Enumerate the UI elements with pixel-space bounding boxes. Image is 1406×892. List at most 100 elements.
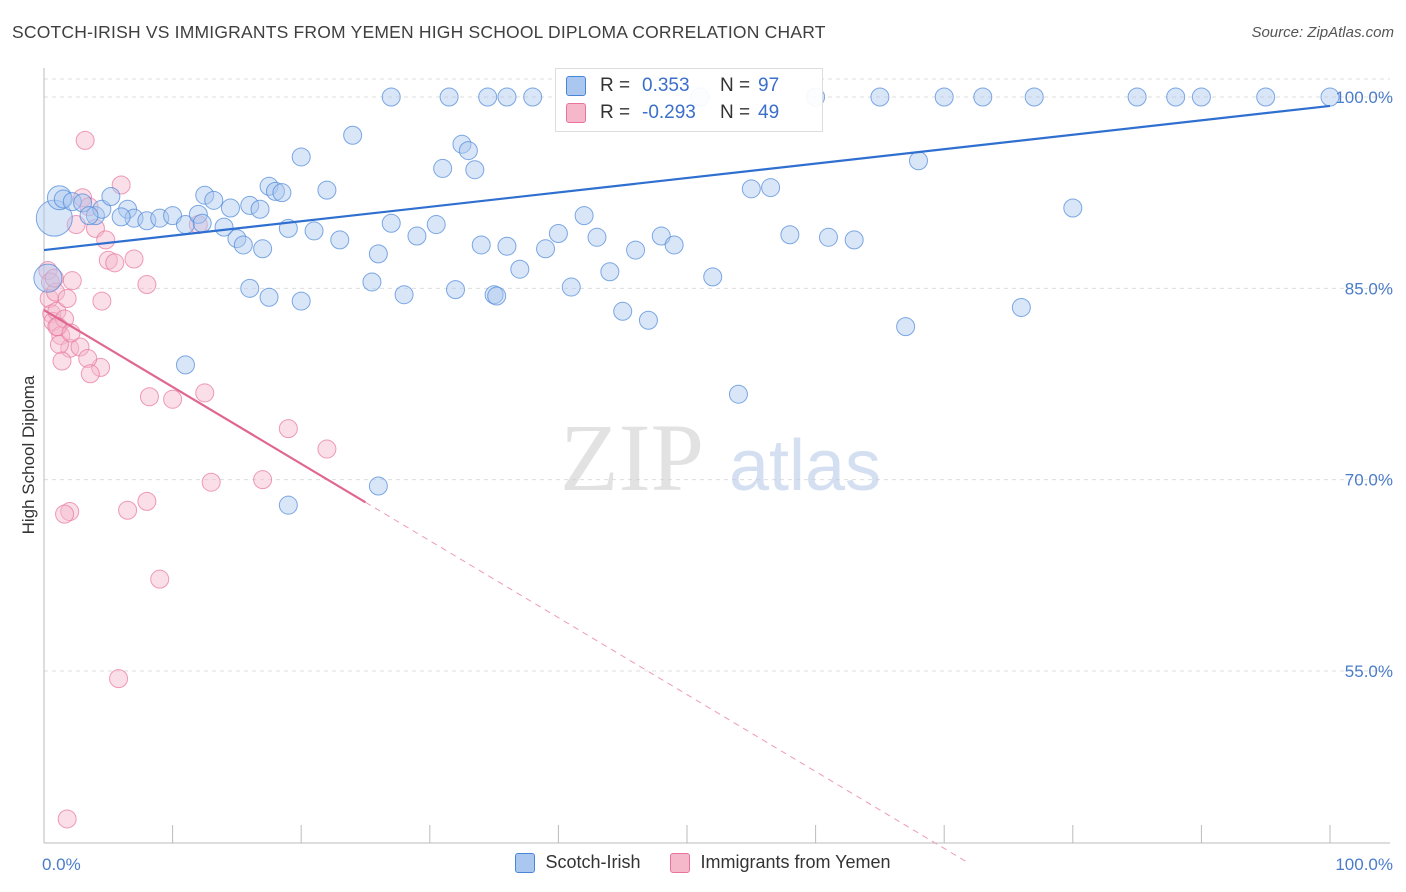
scotch-irish-point (548, 223, 568, 243)
watermark-atlas: atlas (729, 426, 881, 506)
scotch-irish-point (536, 239, 556, 259)
scotch-irish-point (111, 207, 131, 227)
scotch-irish-point (1191, 87, 1211, 107)
scotch-irish-point (973, 87, 993, 107)
r-value: 0.353 (642, 75, 690, 96)
scotch-irish-point (1063, 198, 1083, 218)
scotch-irish-point (394, 285, 414, 305)
n-value: 97 (758, 75, 780, 96)
yemen-point (201, 472, 221, 492)
scotch-irish-point (523, 87, 543, 107)
yemen-point (96, 230, 116, 250)
scotch-irish-point (368, 244, 388, 264)
yemen-point (118, 500, 138, 520)
scotch-irish-point (497, 236, 517, 256)
scotch-irish-point (446, 280, 466, 300)
yemen-point (195, 383, 215, 403)
y-tick-label: 55.0% (1345, 662, 1393, 681)
yemen-point (137, 275, 157, 295)
scotch-irish-point (368, 476, 388, 496)
scotch-irish-point (1166, 87, 1186, 107)
scotch-irish-point (214, 217, 234, 237)
scotch-irish-point (844, 230, 864, 250)
scotch-irish-point (250, 199, 270, 219)
scotch-irish-swatch (515, 852, 536, 873)
trend-lines (43, 104, 1331, 863)
yemen-point (78, 348, 98, 368)
axes (43, 68, 1390, 844)
scotch-irish-point (896, 317, 916, 337)
scotch-irish-point (272, 183, 292, 203)
scotch-irish-point (465, 160, 485, 180)
scotch-irish-point (510, 259, 530, 279)
scotch-irish-point (291, 147, 311, 167)
scotch-irish-point (291, 291, 311, 311)
yemen-trend-line (43, 309, 367, 504)
scotch-irish-point (304, 221, 324, 241)
yemen-point (44, 268, 64, 288)
scotch-irish-point (175, 355, 195, 375)
yemen-point (253, 470, 273, 490)
legend-label: Immigrants from Yemen (700, 852, 891, 872)
scotch-irish-point (259, 287, 279, 307)
scotch-irish-point (343, 125, 363, 145)
scotch-irish-point (613, 301, 633, 321)
scotch-irish-point (240, 278, 260, 298)
yemen-point (57, 809, 77, 829)
x-tick-label: 0.0% (42, 855, 81, 874)
scotch-irish-point (1256, 87, 1276, 107)
legend-item-yemen[interactable]: Immigrants from Yemen (670, 852, 891, 873)
scotch-irish-point (487, 286, 507, 306)
scotch-irish-point (780, 225, 800, 245)
y-tick-label: 70.0% (1345, 471, 1393, 490)
yemen-point (75, 130, 95, 150)
scotch-irish-point (381, 213, 401, 233)
watermark-zip: ZIP (560, 404, 704, 511)
scotch-irish-point (1011, 297, 1031, 317)
scotch-irish-point (204, 190, 224, 210)
stats-row-yemen: R = -0.293 N = 49 (566, 102, 779, 124)
scotch-irish-point (664, 235, 684, 255)
scotch-irish-point (240, 195, 260, 215)
n-label: N = (720, 102, 751, 123)
yemen-point (60, 502, 80, 522)
scotch-irish-point (73, 193, 93, 213)
scotch-irish-point (818, 227, 838, 247)
tick-labels: 100.0% 85.0% 70.0% 55.0% 0.0% 100.0% (42, 88, 1393, 874)
scotch-irish-swatch (566, 76, 586, 96)
yemen-point (80, 364, 100, 384)
scotch-irish-point (761, 178, 781, 198)
scotch-irish-point (233, 235, 253, 255)
y-tick-label: 100.0% (1335, 88, 1393, 107)
source-label: Source: ZipAtlas.com (1251, 24, 1394, 41)
yemen-point (62, 271, 82, 291)
scotch-irish-point (497, 87, 517, 107)
scotch-irish-point (1024, 87, 1044, 107)
scotch-irish-point (478, 87, 498, 107)
yemen-point (150, 569, 170, 589)
scotch-irish-point (253, 239, 273, 259)
scotch-irish-point (317, 180, 337, 200)
y-axis-label: High School Diploma (19, 375, 38, 534)
scotch-irish-point (703, 267, 723, 287)
scotch-irish-point (33, 263, 63, 293)
scotch-irish-point (626, 240, 646, 260)
stats-legend: R = 0.353 N = 97 R = -0.293 N = 49 (555, 68, 823, 132)
scotch-irish-point (278, 495, 298, 515)
scotch-irish-point (330, 230, 350, 250)
n-value: 49 (758, 102, 780, 123)
scotch-irish-point (381, 87, 401, 107)
legend-label: Scotch-Irish (545, 852, 641, 872)
scotch-irish-point (741, 179, 761, 199)
legend-item-scotch-irish[interactable]: Scotch-Irish (515, 852, 640, 873)
yemen-swatch (566, 103, 586, 123)
yemen-point (137, 491, 157, 511)
yemen-point (139, 387, 159, 407)
scotch-irish-point (908, 151, 928, 171)
scotch-irish-point (433, 158, 453, 178)
scotch-irish-point (1127, 87, 1147, 107)
scotch-irish-point (101, 186, 121, 206)
x-tick-label: 100.0% (1335, 855, 1393, 874)
yemen-point (49, 334, 69, 354)
yemen-point (57, 289, 77, 309)
